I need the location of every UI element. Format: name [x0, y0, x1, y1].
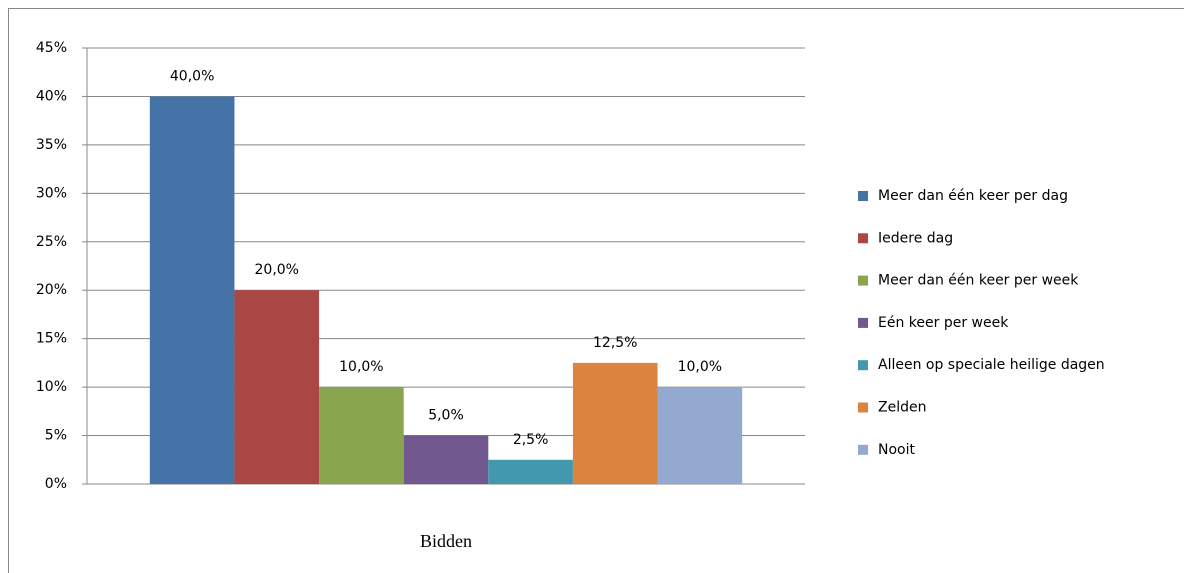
- y-tick-label: 0%: [45, 476, 67, 492]
- data-label: 10,0%: [678, 359, 722, 375]
- legend-swatch: [858, 317, 868, 328]
- legend-swatch: [858, 275, 868, 286]
- legend-label: Meer dan één keer per dag: [878, 188, 1068, 204]
- y-tick-label: 15%: [36, 331, 67, 347]
- bar: [234, 290, 320, 484]
- legend-swatch: [858, 233, 868, 244]
- bar: [403, 435, 489, 484]
- y-tick-label: 40%: [36, 88, 67, 104]
- bar: [488, 459, 573, 484]
- legend-swatch: [858, 360, 868, 371]
- legend-label: Nooit: [878, 442, 915, 458]
- data-label: 2,5%: [513, 432, 549, 448]
- y-tick-label: 10%: [36, 379, 67, 395]
- data-label: 5,0%: [428, 408, 464, 424]
- bar: [572, 362, 658, 484]
- data-label: 10,0%: [339, 359, 383, 375]
- legend-label: Meer dan één keer per week: [878, 273, 1079, 289]
- y-tick-label: 25%: [36, 234, 67, 250]
- chart-border: [8, 8, 1184, 573]
- legend-label: Alleen op speciale heilige dagen: [878, 357, 1105, 373]
- legend-label: Eén keer per week: [878, 315, 1009, 331]
- legend-label: Iedere dag: [878, 230, 953, 246]
- legend-swatch: [858, 444, 868, 455]
- y-tick-label: 30%: [36, 185, 67, 201]
- data-label: 20,0%: [255, 262, 299, 278]
- y-tick-label: 20%: [36, 282, 67, 298]
- y-tick-label: 45%: [36, 40, 67, 56]
- y-tick-label: 5%: [45, 428, 67, 444]
- bar: [657, 387, 743, 484]
- data-label: 40,0%: [170, 68, 214, 84]
- bar: [319, 387, 404, 484]
- bar: [149, 96, 235, 484]
- x-tick-label: Bidden: [420, 531, 472, 551]
- legend-swatch: [858, 402, 868, 413]
- y-tick-label: 35%: [36, 137, 67, 153]
- legend-swatch: [858, 191, 868, 201]
- data-label: 12,5%: [593, 335, 637, 351]
- legend-label: Zelden: [878, 400, 926, 416]
